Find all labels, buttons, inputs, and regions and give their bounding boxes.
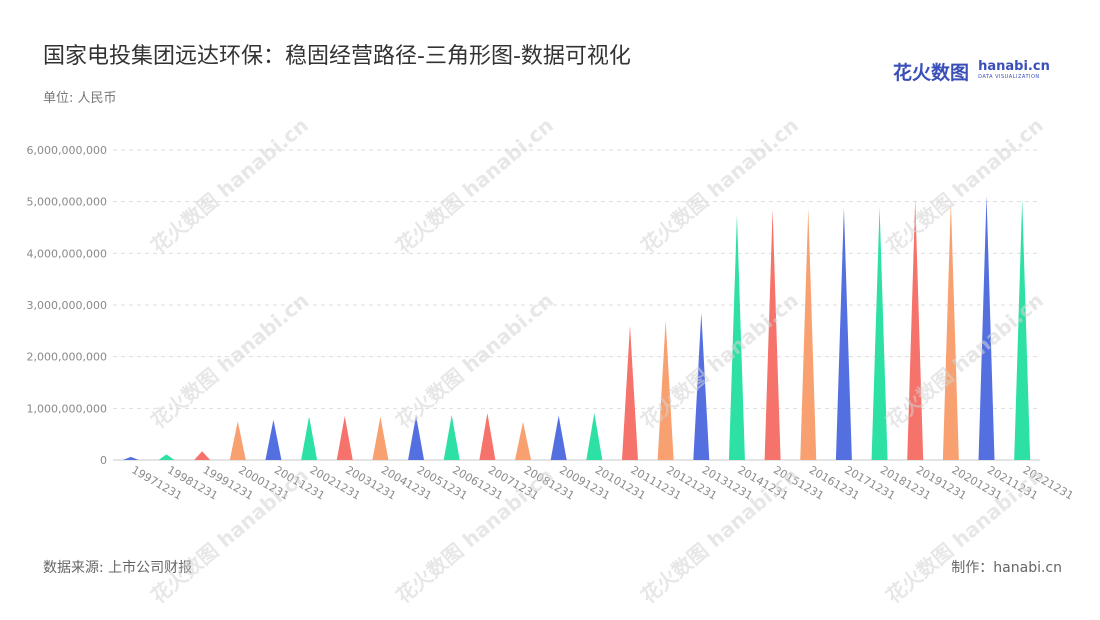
chart-title: 国家电投集团远达环保：稳固经营路径-三角形图-数据可视化	[43, 44, 631, 69]
triangle-bar[interactable]	[942, 201, 959, 460]
triangle-bar[interactable]	[194, 451, 211, 460]
triangle-bar[interactable]	[728, 214, 745, 460]
y-tick-label: 3,000,000,000	[27, 299, 107, 312]
triangle-bar[interactable]	[871, 206, 888, 460]
triangle-bar[interactable]	[1014, 199, 1031, 461]
triangle-bar[interactable]	[301, 416, 318, 460]
unit-label: 单位: 人民币	[43, 91, 117, 106]
triangle-bar[interactable]	[443, 415, 460, 460]
y-tick-label: 2,000,000,000	[27, 351, 107, 364]
brand-logo: 花火数图 hanabi.cn DATA VISUALIZATION	[893, 58, 1050, 85]
y-tick-label: 4,000,000,000	[27, 247, 107, 260]
grid-lines	[113, 149, 1040, 461]
logo-en-block: hanabi.cn DATA VISUALIZATION	[978, 58, 1050, 82]
y-tick-label: 0	[100, 454, 107, 467]
triangle-bar[interactable]	[621, 325, 638, 460]
triangle-bar[interactable]	[372, 416, 389, 460]
triangle-bar[interactable]	[764, 209, 781, 460]
x-axis-ticks: 1997123119981231199912312000123120011231…	[129, 463, 1075, 502]
logo-en-text: hanabi.cn	[978, 58, 1050, 74]
triangle-bar[interactable]	[265, 419, 282, 460]
triangle-bar[interactable]	[978, 195, 995, 460]
triangle-bar[interactable]	[336, 416, 353, 460]
y-tick-label: 6,000,000,000	[27, 144, 107, 157]
logo-en-sub: DATA VISUALIZATION	[978, 73, 1040, 80]
triangle-bar[interactable]	[550, 415, 567, 460]
triangle-bar[interactable]	[158, 454, 175, 460]
data-marks	[122, 195, 1031, 461]
triangle-bar[interactable]	[122, 456, 139, 460]
logo-cn-text: 花火数图	[893, 62, 970, 84]
triangle-bar[interactable]	[229, 421, 246, 460]
triangle-bar[interactable]	[835, 207, 852, 460]
triangle-bar[interactable]	[693, 312, 710, 460]
y-tick-label: 1,000,000,000	[27, 402, 107, 415]
data-source: 数据来源: 上市公司财报	[43, 560, 193, 576]
triangle-bar[interactable]	[907, 199, 924, 461]
y-tick-label: 5,000,000,000	[27, 196, 107, 209]
y-axis-ticks: 0 1,000,000,000 2,000,000,000 3,000,000,000…	[27, 144, 107, 467]
triangle-bar[interactable]	[479, 412, 496, 460]
maker-credit: 制作：hanabi.cn	[951, 560, 1062, 576]
triangle-bar[interactable]	[515, 421, 532, 460]
triangle-bar[interactable]	[586, 412, 603, 460]
triangle-bar[interactable]	[408, 415, 425, 460]
triangle-bar[interactable]	[657, 320, 674, 461]
triangle-bar[interactable]	[800, 208, 817, 460]
